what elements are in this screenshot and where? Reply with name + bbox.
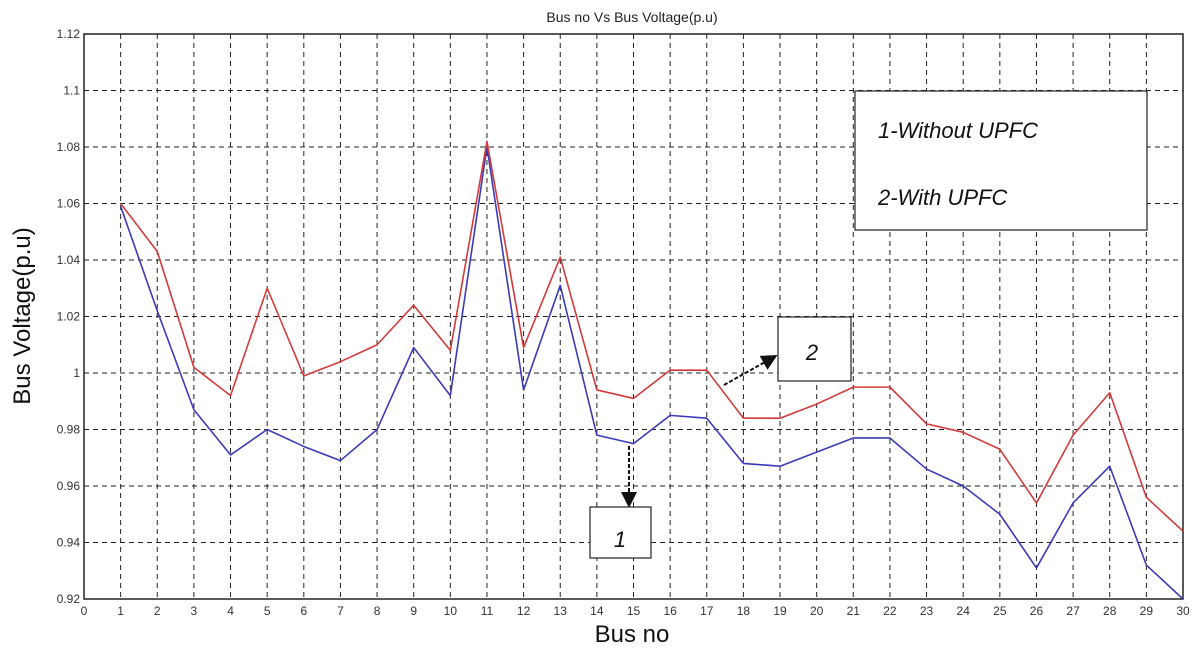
x-tick-label: 8 bbox=[374, 604, 381, 618]
y-tick-label: 1.04 bbox=[57, 253, 81, 267]
x-tick-label: 10 bbox=[444, 604, 458, 618]
x-tick-labels: 0 1 2 3 4 5 6 7 8 9 10 11 12 13 14 15 16 17 18 19 20 21 22 23 24… bbox=[81, 604, 1190, 618]
legend-box: 1-Without UPFC 2-With UPFC bbox=[854, 90, 1148, 231]
x-tick-label: 18 bbox=[737, 604, 751, 618]
x-tick-label: 3 bbox=[191, 604, 198, 618]
legend-entry-1: 1-Without UPFC bbox=[878, 118, 1038, 143]
x-tick-label: 13 bbox=[554, 604, 568, 618]
x-tick-label: 11 bbox=[481, 604, 494, 618]
x-tick-label: 20 bbox=[810, 604, 824, 618]
annotation-1: 1 bbox=[589, 446, 652, 559]
x-tick-label: 29 bbox=[1140, 604, 1154, 618]
x-tick-label: 21 bbox=[847, 604, 861, 618]
x-tick-label: 17 bbox=[700, 604, 714, 618]
x-tick-label: 27 bbox=[1066, 604, 1080, 618]
x-tick-label: 15 bbox=[627, 604, 641, 618]
x-tick-label: 26 bbox=[1030, 604, 1044, 618]
y-tick-label: 1 bbox=[73, 366, 80, 380]
x-tick-label: 28 bbox=[1103, 604, 1117, 618]
x-tick-label: 1 bbox=[117, 604, 124, 618]
x-tick-label: 5 bbox=[264, 604, 271, 618]
y-tick-label: 0.94 bbox=[57, 536, 81, 550]
annotation-2-arrow bbox=[723, 355, 778, 386]
annotation-1-label: 1 bbox=[614, 527, 626, 552]
x-tick-label: 16 bbox=[663, 604, 677, 618]
x-tick-label: 23 bbox=[920, 604, 934, 618]
x-tick-label: 19 bbox=[773, 604, 787, 618]
x-tick-label: 6 bbox=[300, 604, 307, 618]
x-axis-label: Bus no bbox=[595, 621, 670, 648]
y-tick-label: 0.96 bbox=[57, 479, 81, 493]
y-tick-label: 0.92 bbox=[57, 592, 81, 606]
series-lines bbox=[119, 140, 1184, 600]
annotation-2-label: 2 bbox=[805, 340, 818, 365]
plot-area-frame bbox=[83, 33, 1184, 600]
x-tick-label: 4 bbox=[227, 604, 234, 618]
x-tick-label: 7 bbox=[337, 604, 344, 618]
x-tick-label: 30 bbox=[1176, 604, 1190, 618]
x-tick-label: 22 bbox=[883, 604, 897, 618]
y-tick-labels: 0.92 0.94 0.96 0.98 1 1.02 1.04 1.06 1.08 1.1 1.12 bbox=[57, 27, 81, 606]
x-tick-label: 12 bbox=[517, 604, 531, 618]
series-line-2 bbox=[119, 140, 1184, 532]
annotation-2-box bbox=[777, 316, 852, 382]
y-tick-label: 1.02 bbox=[57, 310, 81, 324]
y-tick-label: 1.06 bbox=[57, 197, 81, 211]
x-tick-label: 2 bbox=[154, 604, 161, 618]
annotation-2: 2 bbox=[723, 316, 852, 386]
x-tick-label: 25 bbox=[993, 604, 1007, 618]
legend-frame bbox=[854, 90, 1148, 231]
annotation-1-box bbox=[589, 506, 652, 559]
y-tick-label: 1.12 bbox=[57, 27, 81, 41]
y-axis-label: Bus Voltage(p.u) bbox=[9, 227, 36, 404]
x-tick-label: 14 bbox=[590, 604, 604, 618]
x-tick-label: 24 bbox=[957, 604, 971, 618]
legend-entry-2: 2-With UPFC bbox=[877, 185, 1007, 210]
chart-title: Bus no Vs Bus Voltage(p.u) bbox=[546, 9, 717, 25]
y-tick-label: 1.1 bbox=[63, 84, 80, 98]
x-tick-label: 0 bbox=[81, 604, 88, 618]
x-tick-label: 9 bbox=[410, 604, 417, 618]
series-line-1 bbox=[119, 146, 1184, 600]
y-tick-label: 1.08 bbox=[57, 140, 81, 154]
y-tick-label: 0.98 bbox=[57, 423, 81, 437]
